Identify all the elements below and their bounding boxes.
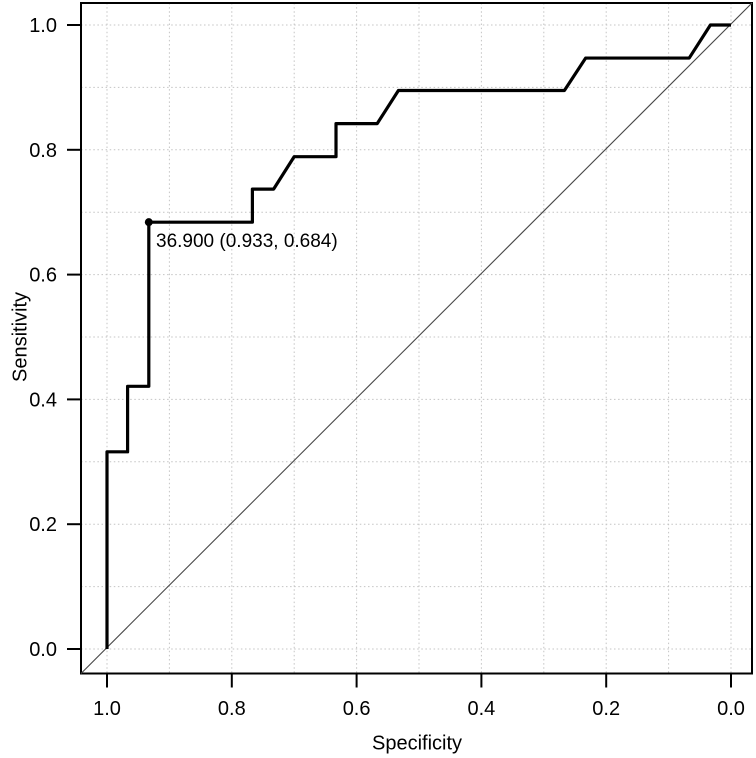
x-tick-label: 1.0 [93,698,121,720]
x-tick-label: 0.0 [717,698,745,720]
y-tick-label: 0.6 [29,265,57,287]
y-tick-label: 1.0 [29,15,57,37]
x-tick-label: 0.6 [343,698,371,720]
y-tick-label: 0.2 [29,514,57,536]
best-threshold-annotation: 36.900 (0.933, 0.684) [156,231,338,252]
y-axis-title: Sensitivity [9,291,32,383]
axis-ticks [67,24,732,688]
y-tick-label: 0.0 [29,639,57,661]
x-axis-title: Specificity [371,732,463,755]
reference-diagonal-line [80,2,753,674]
x-tick-label: 0.8 [218,698,246,720]
x-tick-label: 0.2 [592,698,620,720]
tick-labels: 1.0 0.8 0.6 0.4 0.2 0.0 0.0 0.2 0.4 0.6 0.8 1.0 [29,15,745,720]
y-tick-label: 0.4 [29,389,57,411]
y-tick-label: 0.8 [29,140,57,162]
plot-frame [80,2,753,675]
x-tick-label: 0.4 [467,698,495,720]
best-threshold-marker [144,218,153,227]
grid [81,3,752,674]
roc-curve [105,23,731,649]
